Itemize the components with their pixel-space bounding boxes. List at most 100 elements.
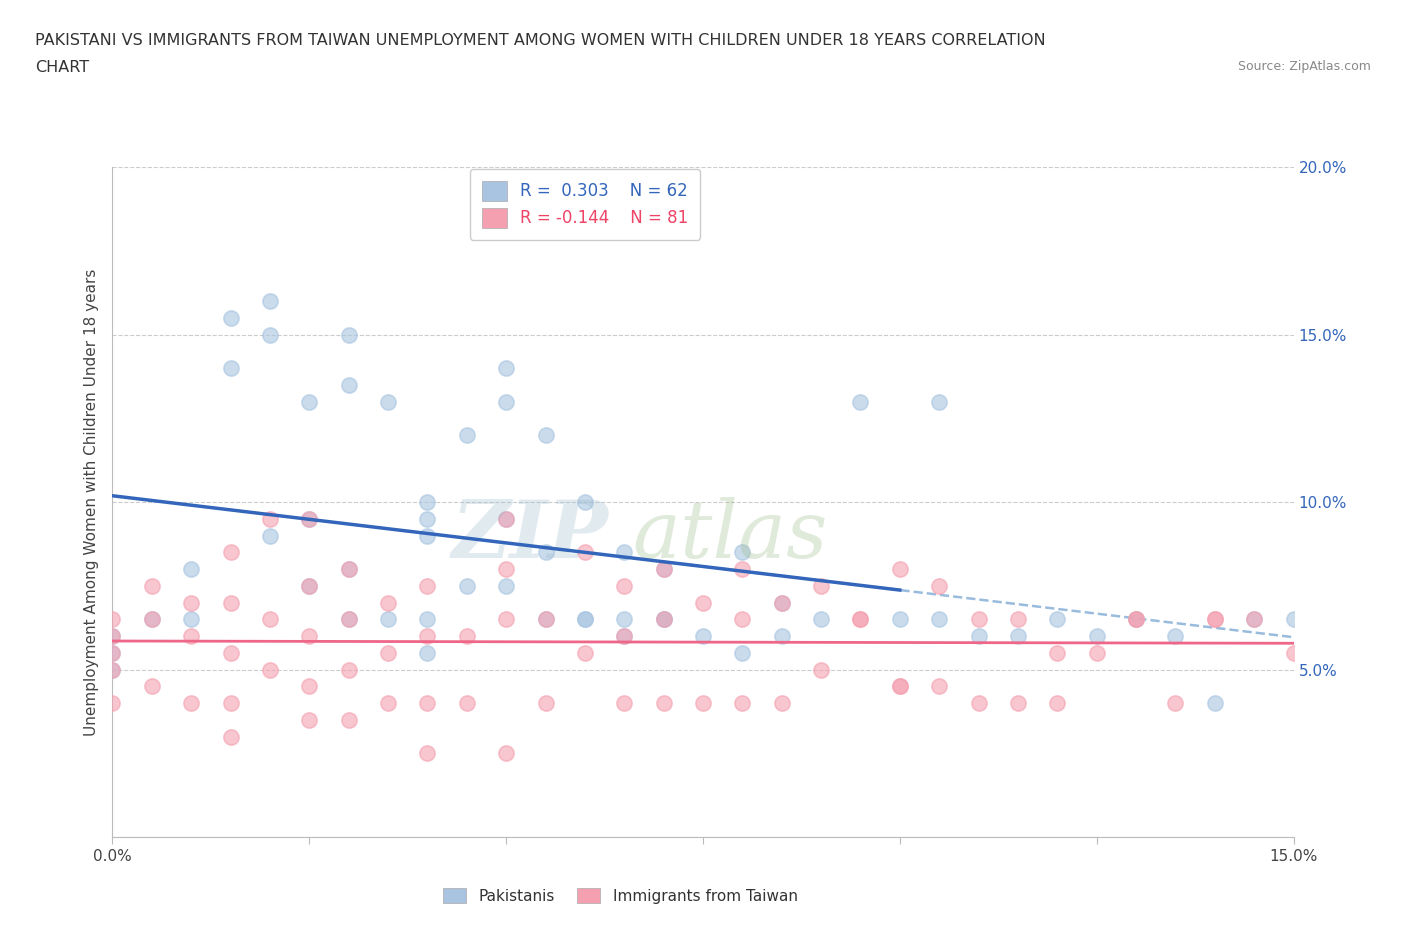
Point <box>141 679 163 694</box>
Point <box>495 512 517 526</box>
Point <box>652 562 675 577</box>
Point <box>889 562 911 577</box>
Point <box>652 612 675 627</box>
Point <box>1204 612 1226 627</box>
Point <box>534 612 557 627</box>
Point <box>928 578 950 593</box>
Point <box>1085 629 1108 644</box>
Point <box>337 662 360 677</box>
Point <box>928 612 950 627</box>
Point <box>1204 696 1226 711</box>
Text: CHART: CHART <box>35 60 89 75</box>
Point <box>377 645 399 660</box>
Point <box>1164 696 1187 711</box>
Point <box>770 595 793 610</box>
Point <box>770 595 793 610</box>
Point <box>180 612 202 627</box>
Point <box>495 394 517 409</box>
Point <box>652 696 675 711</box>
Point <box>337 378 360 392</box>
Point <box>377 612 399 627</box>
Point <box>298 578 321 593</box>
Point <box>298 578 321 593</box>
Point <box>731 696 754 711</box>
Point <box>180 595 202 610</box>
Point <box>337 327 360 342</box>
Point <box>692 696 714 711</box>
Point <box>456 629 478 644</box>
Point <box>101 629 124 644</box>
Point <box>416 746 439 761</box>
Point <box>731 645 754 660</box>
Point <box>1243 612 1265 627</box>
Point <box>1046 696 1069 711</box>
Point <box>298 394 321 409</box>
Point <box>534 545 557 560</box>
Point <box>849 612 872 627</box>
Point <box>889 612 911 627</box>
Point <box>652 562 675 577</box>
Point <box>652 612 675 627</box>
Point <box>219 545 242 560</box>
Point <box>1164 629 1187 644</box>
Point <box>849 394 872 409</box>
Point <box>889 679 911 694</box>
Point <box>416 528 439 543</box>
Point <box>219 595 242 610</box>
Point <box>534 428 557 443</box>
Point <box>1125 612 1147 627</box>
Point <box>967 696 990 711</box>
Point <box>416 512 439 526</box>
Point <box>416 629 439 644</box>
Point <box>298 679 321 694</box>
Point <box>101 645 124 660</box>
Point <box>1204 612 1226 627</box>
Point <box>495 361 517 376</box>
Legend: Pakistanis, Immigrants from Taiwan: Pakistanis, Immigrants from Taiwan <box>437 882 804 910</box>
Text: PAKISTANI VS IMMIGRANTS FROM TAIWAN UNEMPLOYMENT AMONG WOMEN WITH CHILDREN UNDER: PAKISTANI VS IMMIGRANTS FROM TAIWAN UNEM… <box>35 33 1046 47</box>
Point <box>574 645 596 660</box>
Point <box>1085 645 1108 660</box>
Point <box>810 578 832 593</box>
Point <box>180 562 202 577</box>
Point <box>574 545 596 560</box>
Text: ZIP: ZIP <box>451 497 609 575</box>
Point <box>613 629 636 644</box>
Point <box>259 662 281 677</box>
Point <box>967 629 990 644</box>
Point <box>1007 612 1029 627</box>
Point <box>731 562 754 577</box>
Point <box>141 612 163 627</box>
Point <box>337 562 360 577</box>
Point <box>928 679 950 694</box>
Point <box>889 679 911 694</box>
Point <box>416 612 439 627</box>
Point <box>219 311 242 325</box>
Point <box>928 394 950 409</box>
Point <box>456 578 478 593</box>
Point <box>967 612 990 627</box>
Point <box>219 645 242 660</box>
Point <box>1282 612 1305 627</box>
Point <box>456 696 478 711</box>
Point <box>180 629 202 644</box>
Point <box>259 528 281 543</box>
Point <box>1125 612 1147 627</box>
Text: Source: ZipAtlas.com: Source: ZipAtlas.com <box>1237 60 1371 73</box>
Point <box>574 612 596 627</box>
Point <box>810 612 832 627</box>
Point <box>731 545 754 560</box>
Point <box>456 428 478 443</box>
Point <box>101 612 124 627</box>
Point <box>337 612 360 627</box>
Point <box>377 394 399 409</box>
Text: atlas: atlas <box>633 497 828 575</box>
Point <box>219 361 242 376</box>
Point <box>259 327 281 342</box>
Point <box>1046 612 1069 627</box>
Point <box>1243 612 1265 627</box>
Point <box>495 612 517 627</box>
Point <box>613 629 636 644</box>
Point <box>770 696 793 711</box>
Point <box>259 294 281 309</box>
